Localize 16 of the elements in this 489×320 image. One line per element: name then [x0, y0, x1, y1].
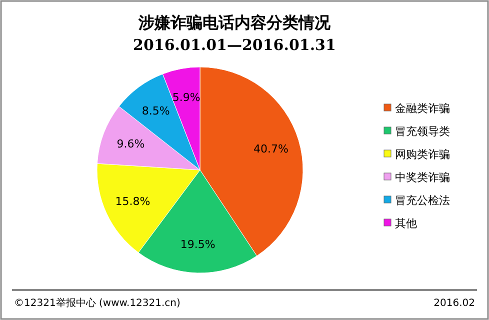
- data-label: 9.6%: [116, 138, 145, 151]
- data-label: 15.8%: [115, 195, 150, 208]
- legend-label: 冒充公检法: [395, 194, 450, 207]
- legend-label: 其他: [395, 217, 417, 230]
- chart-subtitle: 2016.01.01—2016.01.31: [133, 36, 336, 54]
- legend-label: 网购类诈骗: [395, 148, 450, 161]
- data-label: 19.5%: [180, 238, 216, 252]
- legend-label: 中奖类诈骗: [395, 171, 450, 184]
- chart-title: 涉嫌诈骗电话内容分类情况: [138, 13, 332, 32]
- legend-label: 冒充领导类: [395, 125, 450, 138]
- text: 2016.02: [434, 298, 475, 309]
- data-label: 5.9%: [172, 91, 200, 104]
- text: ©12321举报中心 (www.12321.cn): [14, 297, 181, 309]
- legend-label: 金融类诈骗: [395, 102, 450, 115]
- data-label: 40.7%: [254, 142, 288, 156]
- data-label: 8.5%: [142, 104, 170, 118]
